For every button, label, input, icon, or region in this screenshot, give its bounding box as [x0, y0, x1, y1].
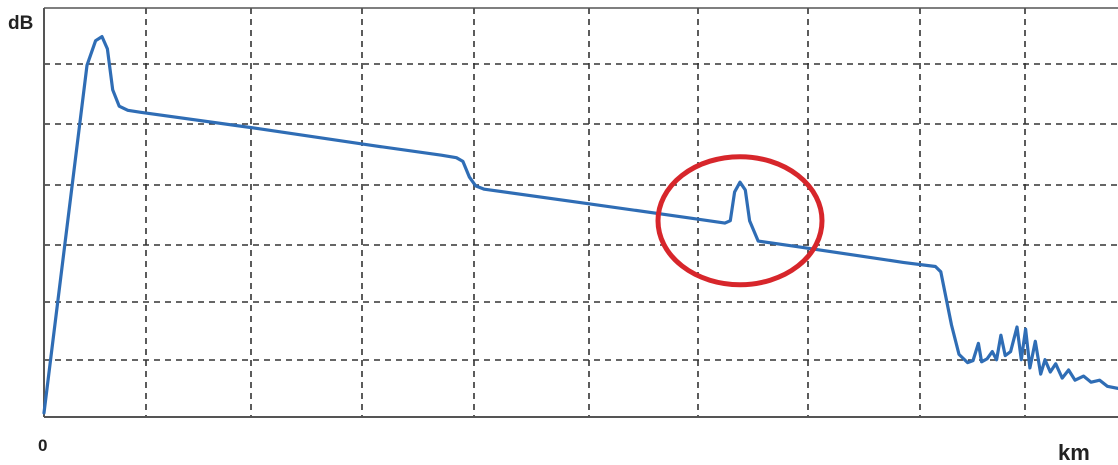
x-tick-label-0: 0 — [38, 436, 47, 455]
y-axis-label: dB — [8, 13, 33, 34]
trace-line — [42, 35, 1118, 415]
x-axis-label: km — [1058, 440, 1090, 465]
grid-lines — [44, 8, 1118, 417]
event-highlight-circle — [655, 154, 825, 288]
